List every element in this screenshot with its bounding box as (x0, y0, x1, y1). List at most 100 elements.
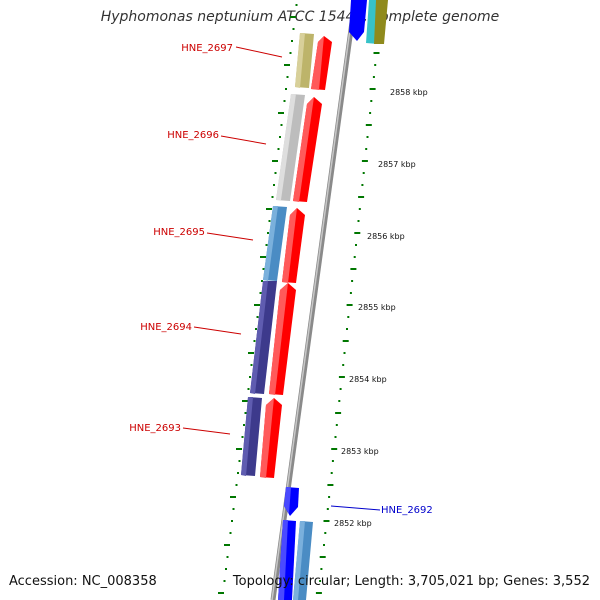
cds-arrow-hne-2693-shade (260, 398, 274, 478)
ruler-dot (231, 520, 233, 522)
leader-hne-2694 (193, 326, 242, 335)
ruler-dot (365, 124, 372, 126)
ruler-dot (361, 184, 364, 186)
cds-arrow-hne-2694-shade (269, 283, 288, 395)
cog-block-top-right-olive (374, 0, 388, 44)
leader-hne-2697 (235, 46, 283, 58)
ruler-dot (226, 556, 229, 558)
kbp-label-2856: 2856 kbp (367, 232, 405, 241)
ruler-dot (249, 376, 251, 378)
ruler-dot (295, 4, 298, 6)
ruler-dot (237, 472, 239, 474)
ruler-dot (238, 460, 241, 462)
ruler-dot (338, 376, 345, 378)
ruler-dot (289, 52, 292, 54)
gene-label-hne-2692[interactable]: HNE_2692 (381, 505, 433, 516)
leader-hne-2695 (206, 232, 254, 241)
ruler-dot (274, 172, 277, 174)
ruler-dot (343, 352, 346, 354)
ruler-dot (229, 532, 232, 534)
ruler-dot (370, 100, 373, 102)
ruler-dot (342, 364, 345, 366)
ruler-dot (351, 280, 354, 282)
gene-label-hne-2696[interactable]: HNE_2696 (167, 130, 219, 141)
cog-block-hne-2693-shade (241, 397, 253, 476)
ruler-dot (366, 136, 369, 138)
ruler-dot (225, 568, 227, 570)
kbp-label-2854: 2854 kbp (349, 375, 387, 384)
ruler-dot (236, 448, 242, 450)
ruler-dot (347, 316, 350, 318)
cog-block-hne-2694-shade (250, 281, 268, 394)
ruler-dot (326, 508, 329, 510)
ruler-dot (272, 160, 278, 162)
ruler-dot (339, 388, 342, 390)
ruler-dot (244, 412, 247, 414)
ruler-dot (335, 412, 342, 414)
ruler-dot (328, 496, 331, 498)
ruler-dot (358, 208, 361, 210)
accession-text: Accession: NC_008358 (9, 574, 157, 589)
gene-label-hne-2697[interactable]: HNE_2697 (181, 43, 233, 54)
ruler-dot (265, 244, 268, 246)
ruler-dot (218, 592, 224, 594)
kbp-label-2852: 2852 kbp (334, 519, 372, 528)
ruler-dot (253, 340, 256, 342)
gene-label-hne-2695[interactable]: HNE_2695 (153, 227, 205, 238)
cds-arrow-hne-2696-shade (293, 97, 314, 202)
ruler-dot (346, 328, 348, 330)
leader-hne-2692 (330, 505, 381, 511)
ruler-dot (323, 520, 330, 522)
ruler-dot (243, 424, 245, 426)
ruler-dot (365, 148, 368, 150)
ruler-dot (291, 40, 293, 42)
ruler-dot (232, 508, 235, 510)
ruler-dot (362, 172, 365, 174)
ruler-dot (256, 316, 259, 318)
ruler-dot (261, 280, 263, 282)
ruler-dot (372, 76, 375, 78)
gene-label-hne-2693[interactable]: HNE_2693 (129, 423, 181, 434)
ruler-dot (373, 52, 380, 54)
gene-label-hne-2694[interactable]: HNE_2694 (140, 322, 192, 333)
ruler-dot (331, 460, 334, 462)
ruler-dot (358, 196, 365, 198)
ruler-dot (350, 268, 357, 270)
genome-summary-text: Topology: circular; Length: 3,705,021 bp… (232, 574, 590, 589)
ruler-dot (286, 76, 289, 78)
ruler-dot (235, 484, 238, 486)
inner-ruler (218, 4, 298, 594)
cds-arrow-hne-2697-shade (311, 36, 324, 90)
outer-ruler (315, 4, 384, 594)
ruler-dot (374, 64, 377, 66)
ruler-dot (268, 220, 271, 222)
ruler-dot (250, 364, 253, 366)
ruler-dot (324, 532, 327, 534)
ruler-dot (267, 232, 269, 234)
ruler-dot (271, 196, 274, 198)
ruler-dot (369, 88, 376, 90)
ruler-dot (319, 556, 326, 558)
kbp-label-2853: 2853 kbp (341, 447, 379, 456)
ruler-dot (255, 328, 257, 330)
ruler-dot (353, 256, 356, 258)
ruler-dot (319, 580, 322, 582)
ruler-dot (292, 28, 295, 30)
ruler-dot (248, 352, 254, 354)
cog-block-hne-2695-shade (263, 206, 278, 281)
ruler-dot (262, 268, 265, 270)
ruler-dot (241, 436, 244, 438)
kbp-label-2857: 2857 kbp (378, 160, 416, 169)
cds-arrow-top-partial[interactable] (349, 0, 367, 41)
ruler-dot (315, 592, 322, 594)
ruler-dot (330, 472, 333, 474)
ruler-dot (354, 232, 361, 234)
ruler-dot (273, 184, 275, 186)
gene-leaders (182, 46, 381, 511)
ruler-dot (334, 436, 337, 438)
ruler-dot (277, 148, 280, 150)
cds-arrow-bottom-partial-shade (278, 520, 288, 600)
ruler-dot (230, 496, 236, 498)
ruler-dot (342, 340, 349, 342)
